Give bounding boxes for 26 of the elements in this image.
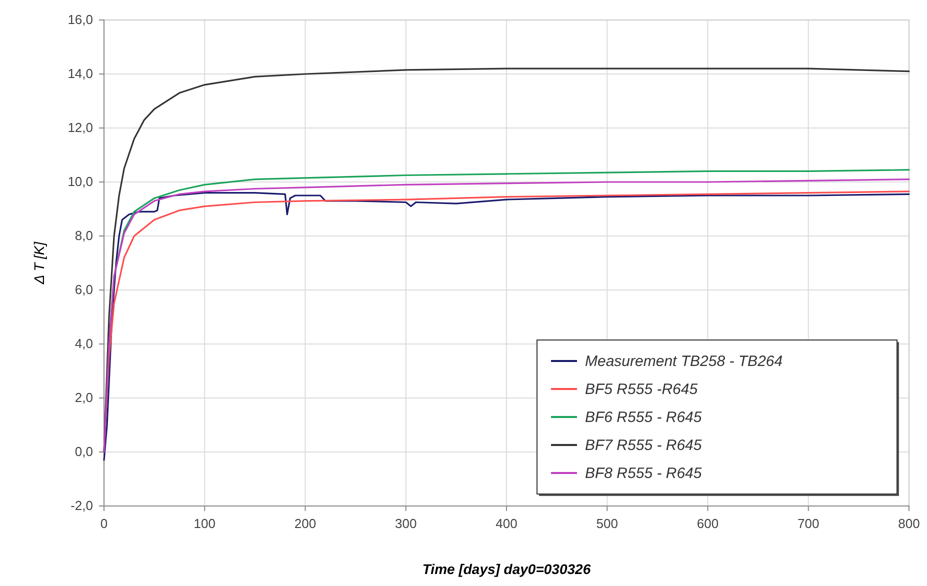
legend-label: BF5 R555 -R645: [585, 381, 698, 398]
y-tick-label: 6,0: [74, 282, 93, 298]
x-tick-label: 300: [395, 516, 417, 532]
legend-label: BF6 R555 - R645: [585, 409, 702, 426]
x-tick-label: 600: [696, 516, 719, 532]
x-tick-label: 0: [100, 516, 108, 532]
x-tick-label: 200: [294, 516, 316, 532]
x-tick-label: 700: [798, 516, 820, 532]
x-tick-label: 100: [194, 516, 216, 532]
y-tick-label: -2,0: [70, 498, 93, 514]
y-tick-label: 16,0: [68, 12, 93, 28]
y-tick-label: 14,0: [68, 66, 93, 82]
x-tick-label: 400: [496, 516, 518, 532]
y-tick-label: 8,0: [74, 228, 93, 244]
y-tick-label: 12,0: [68, 120, 93, 136]
y-tick-label: 0,0: [74, 444, 93, 460]
y-tick-label: 10,0: [68, 174, 93, 190]
x-tick-label: 800: [898, 516, 920, 532]
y-tick-label: 2,0: [74, 390, 93, 406]
legend-label: BF8 R555 - R645: [585, 465, 702, 482]
y-tick-label: 4,0: [74, 336, 93, 352]
y-axis-title: Δ T [K]: [31, 240, 47, 286]
legend-label: BF7 R555 - R645: [585, 437, 702, 454]
x-tick-label: 500: [596, 516, 618, 532]
legend-label: Measurement TB258 - TB264: [585, 353, 783, 370]
x-axis-title: Time [days] day0=030326: [422, 561, 591, 577]
